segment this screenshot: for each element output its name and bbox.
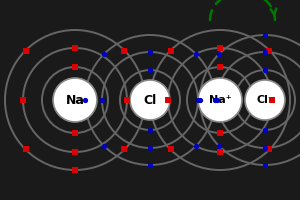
Circle shape — [130, 80, 170, 120]
Circle shape — [245, 80, 285, 120]
Text: Na⁺: Na⁺ — [209, 95, 231, 105]
Circle shape — [53, 78, 97, 122]
Text: Na: Na — [66, 94, 84, 106]
Circle shape — [198, 78, 242, 122]
Text: Cl: Cl — [143, 94, 157, 106]
Text: Cl⁻: Cl⁻ — [256, 95, 274, 105]
